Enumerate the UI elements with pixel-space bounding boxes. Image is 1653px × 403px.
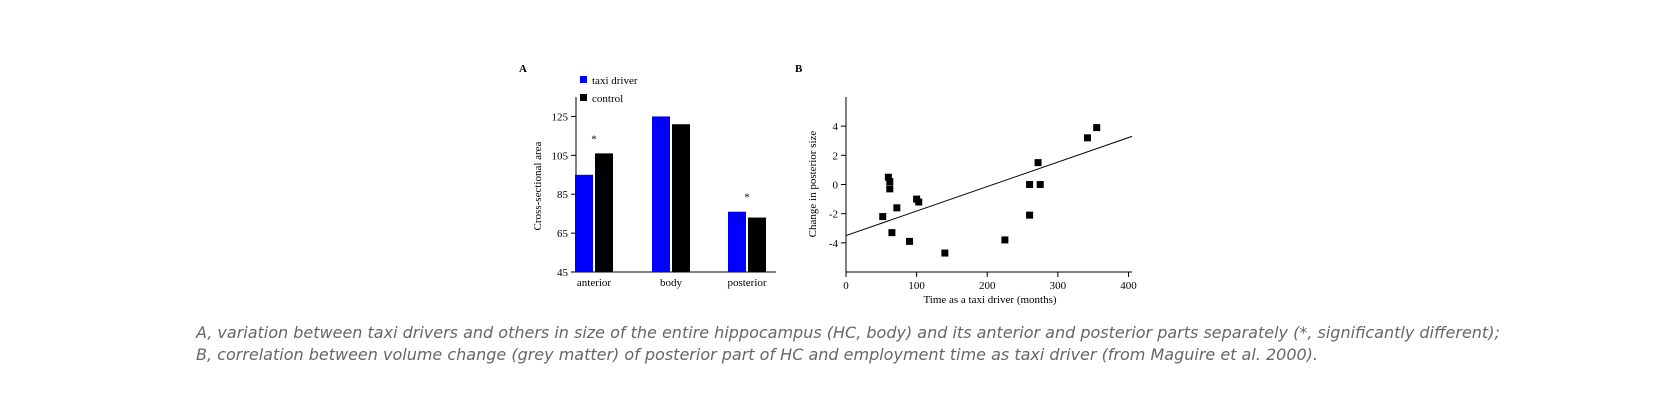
legend-swatch-taxi-driver [580,76,587,83]
data-point [1093,124,1101,132]
data-point [1084,134,1092,142]
y-tick-label-a: 45 [557,267,569,279]
y-tick-label-a: 65 [557,228,569,240]
legend-label-taxi-driver: taxi driver [592,75,638,87]
x-tick-label-b: 100 [908,280,925,292]
data-point [886,178,894,186]
y-tick-label-b: 2 [833,150,839,162]
data-point [879,213,887,221]
panel-b: B Change in posterior size Time as a tax… [795,63,1137,306]
data-point [906,237,914,245]
y-tick-label-b: -4 [829,238,839,250]
scatter-plot: -4 -2 0 2 4 0 100 200 300 400 [829,97,1137,292]
x-tick-label-anterior: anterior [577,277,612,289]
x-tick-label-b: 200 [979,280,996,292]
x-tick-label-b: 400 [1120,280,1137,292]
y-axis-label-a: Cross-sectional area [532,141,544,230]
caption-line-2: B, correlation between volume change (gr… [196,345,1319,364]
y-tick-label-a: 105 [552,150,569,162]
bar-taxi-driver-posterior [728,211,746,272]
y-tick-label-a: 85 [557,189,569,201]
data-point [884,173,892,181]
x-tick-label-body: body [660,277,683,289]
x-tick-label-b: 300 [1050,280,1067,292]
panel-b-label: B [795,63,803,75]
x-tick-label-b: 0 [843,280,849,292]
caption-line-1: A, variation between taxi drivers and ot… [196,323,1500,342]
y-tick-label-b: 0 [833,180,839,192]
data-point [1036,181,1044,188]
data-point [1026,181,1034,188]
data-point [1026,211,1034,219]
y-tick-label-a: 125 [552,111,569,123]
x-tick-label-posterior: posterior [727,277,766,289]
data-point [886,185,894,193]
legend-swatch-control [580,94,587,101]
bar-taxi-driver-body [652,116,670,272]
y-axis-label-b: Change in posterior size [807,131,819,238]
y-tick-label-b: 4 [833,121,839,133]
data-point [893,204,901,212]
data-point [941,249,949,257]
legend-label-control: control [592,93,623,105]
significance-marker: * [591,133,597,145]
trend-line [845,135,1133,237]
figure-caption: A, variation between taxi drivers and ot… [196,322,1636,366]
significance-marker: * [744,192,750,204]
bar-plot: 45 65 85 105 125 anterior body posterior * * [552,97,776,289]
x-axis-label-b: Time as a taxi driver (months) [923,294,1056,306]
data-point [1034,159,1042,167]
panel-a-label: A [519,63,527,75]
figure: A taxi driver control Cross-sectional are… [519,63,1137,306]
bar-taxi-driver-anterior [575,174,593,272]
bar-control-anterior [595,153,613,272]
data-point [888,229,896,237]
data-point [915,198,923,206]
y-tick-label-b: -2 [829,209,838,221]
panel-a: A taxi driver control Cross-sectional are… [519,63,776,289]
bar-control-posterior [748,217,766,272]
legend: taxi driver control [580,75,638,105]
bar-control-body [672,124,690,272]
data-point [1001,236,1009,244]
